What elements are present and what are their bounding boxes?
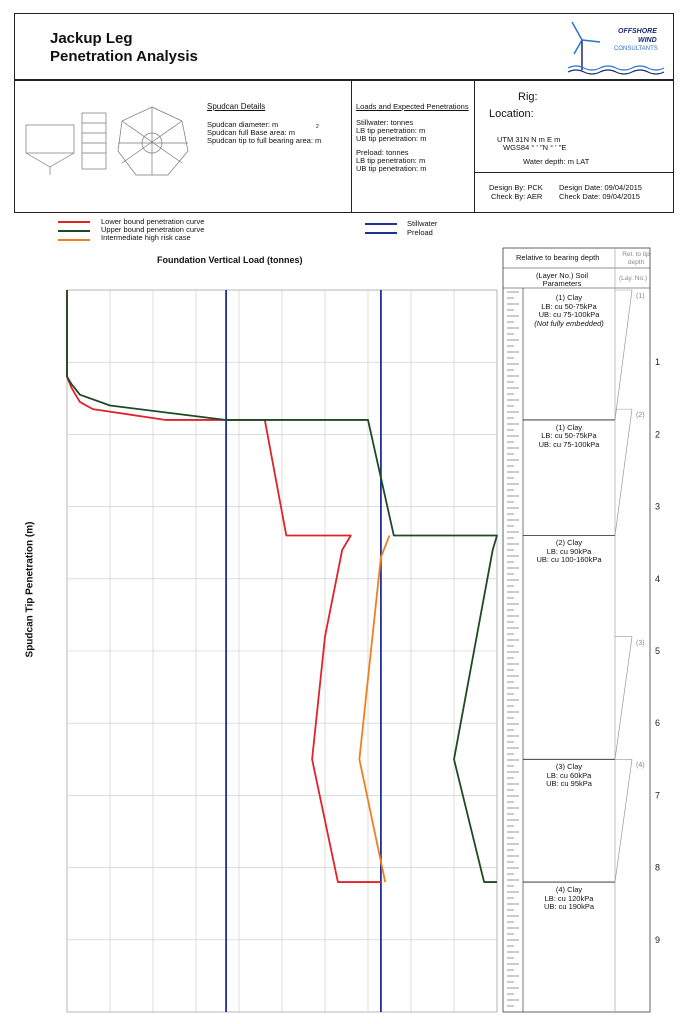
- legend-lower-label: Lower bound penetration curve: [101, 217, 205, 226]
- divider-2: [474, 80, 475, 213]
- tip-depth-diagonal: [614, 289, 633, 421]
- soil-layer-line: UB: cu 75-100kPa: [538, 310, 600, 319]
- soil-layer-line: (2) Clay: [555, 538, 583, 548]
- legend-preload-label: Preload: [407, 228, 433, 237]
- loads-preload-ub: UB tip penetration: m: [356, 164, 427, 173]
- legend-intermediate-label: Intermediate high risk case: [101, 233, 191, 242]
- soil-layer-line: (1) Clay: [555, 293, 583, 302]
- y-tick-label: 9: [655, 935, 660, 945]
- y-tick-label: 6: [655, 718, 660, 728]
- legend-upper-swatch: [58, 230, 90, 232]
- spudcan-drawing: [22, 103, 202, 181]
- soil-layer-5: (4) Clay LB: cu 120kPa UB: cu 190kPa: [523, 886, 615, 912]
- tip-depth-diagonal: [614, 636, 633, 760]
- legend-stillwater-label: Stillwater: [407, 219, 438, 228]
- soil-col-header2: Rel. to tip depth: [622, 251, 650, 266]
- y-tick-label: 7: [655, 790, 660, 800]
- logo-text-consultants: CONSULTANTS: [614, 46, 658, 52]
- company-logo: OFFSHORE WIND CONSULTANTS: [566, 18, 666, 76]
- legend: Lower bound penetration curve Upper boun…: [0, 214, 689, 244]
- loads-stillwater: Stillwater: tonnes: [356, 118, 414, 127]
- check-date: Check Date: 09/04/2015: [559, 192, 640, 201]
- y-tick-label: 1: [655, 357, 660, 367]
- details-frame: [14, 80, 674, 213]
- spudcan-tip-ratio: Spudcan tip to full bearing area: m: [207, 136, 322, 145]
- lower-bound-curve: [66, 290, 381, 883]
- y-tick-label: 3: [655, 502, 660, 512]
- soil-layer-4: (3) Clay LB: cu 60kPa UB: cu 95kPa: [523, 763, 615, 789]
- chart-title: Foundation Vertical Load (tonnes): [157, 255, 303, 265]
- loads-stillwater-lb: LB tip penetration: m: [356, 126, 426, 135]
- page-title-line1: Jackup Leg: [50, 30, 133, 47]
- spudcan-diameter: Spudcan diameter: m: [207, 120, 279, 129]
- soil-layer-2: (1) Clay LB: cu 50-75kPa UB: cu 75-100kPa: [523, 422, 615, 450]
- legend-stillwater-swatch: [365, 223, 397, 225]
- soil-layer-line: (3) Clay: [555, 762, 583, 772]
- soil-layer-line: LB: cu 50-75kPa: [541, 431, 597, 441]
- soil-panel-frame: [502, 247, 651, 1013]
- soil-layer-line: LB: cu 60kPa: [546, 770, 592, 780]
- legend-preload-swatch: [365, 232, 397, 234]
- loads-preload: Preload: tonnes: [356, 148, 409, 157]
- tip-layer-number: (2): [636, 412, 645, 420]
- soil-lay-header: (Lay. No.): [619, 275, 648, 282]
- soil-params-header: (Layer No.) Soil Parameters: [535, 271, 589, 288]
- tip-layer-number: (3): [636, 639, 645, 647]
- soil-layer-line: UB: cu 100-160kPa: [536, 555, 602, 565]
- y-tick-label: 5: [655, 646, 660, 656]
- spudcan-base-area: Spudcan full Base area: m: [207, 128, 295, 137]
- upper-bound-curve: [66, 290, 498, 883]
- legend-upper-label: Upper bound penetration curve: [101, 225, 205, 234]
- logo-text-offshore: OFFSHORE: [618, 28, 657, 35]
- divider-3: [474, 172, 674, 173]
- design-by: Design By: PCK: [489, 183, 543, 192]
- soil-layer-line: LB: cu 50-75kPa: [541, 301, 597, 311]
- soil-layer-line: (4) Clay: [555, 885, 583, 895]
- wind-turbine-logo-icon: [567, 21, 665, 75]
- water-depth: Water depth: m LAT: [523, 157, 590, 166]
- tip-layer-number: (4): [636, 762, 645, 770]
- soil-col-header: Relative to bearing depth: [516, 253, 600, 262]
- legend-lower-swatch: [58, 221, 90, 223]
- check-by: Check By: AER: [491, 192, 543, 201]
- location-label: Location:: [489, 108, 534, 120]
- page-title-line2: Penetration Analysis: [50, 48, 198, 65]
- soil-layer-line: LB: cu 90kPa: [546, 546, 592, 556]
- soil-layer-1: (1) Clay LB: cu 50-75kPa UB: cu 75-100kPa(…: [523, 293, 615, 328]
- loads-preload-lb: LB tip penetration: m: [356, 156, 426, 165]
- header-frame: [14, 13, 674, 80]
- spudcan-heading: Spudcan Details: [207, 102, 266, 111]
- wgs-coordinates: WGS84 ° ' "N ° ' "E: [503, 143, 567, 152]
- soil-layer-line: LB: cu 120kPa: [544, 893, 594, 903]
- tip-depth-diagonal: [614, 759, 633, 883]
- soil-layer-line: UB: cu 75-100kPa: [538, 439, 600, 449]
- spudcan-base-area-superscript: 2: [316, 124, 319, 130]
- y-tick-label: 4: [655, 574, 660, 584]
- legend-intermediate-swatch: [58, 239, 90, 241]
- tip-depth-diagonal: [614, 409, 633, 536]
- rig-label: Rig:: [518, 91, 538, 103]
- soil-layer-line: UB: cu 95kPa: [546, 779, 592, 789]
- soil-layer-line: (1) Clay: [555, 422, 583, 432]
- loads-heading: Loads and Expected Penetrations: [356, 102, 469, 111]
- y-tick-label: 2: [655, 429, 660, 439]
- soil-layer-3: (2) Clay LB: cu 90kPa UB: cu 100-160kPa: [523, 539, 615, 565]
- loads-stillwater-ub: UB tip penetration: m: [356, 134, 427, 143]
- y-tick-label: 8: [655, 863, 660, 873]
- logo-text-wind: WIND: [638, 37, 657, 44]
- soil-layer-note: (Not fully embedded): [534, 318, 604, 328]
- design-date: Design Date: 09/04/2015: [559, 183, 642, 192]
- tip-layer-number: (1): [636, 293, 645, 300]
- soil-layer-line: UB: cu 190kPa: [543, 902, 595, 912]
- intermediate-curve: [358, 535, 391, 883]
- utm-coordinates: UTM 31N N m E m: [497, 135, 561, 144]
- divider-1: [351, 80, 352, 213]
